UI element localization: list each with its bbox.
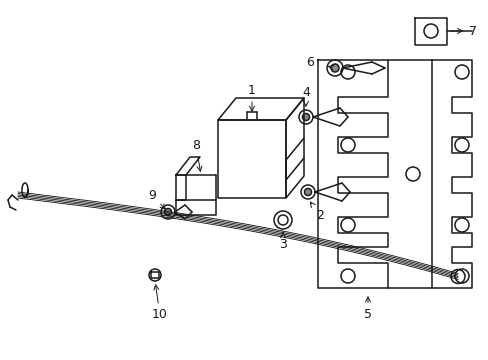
Circle shape [302, 113, 309, 121]
Circle shape [304, 189, 311, 195]
Text: 3: 3 [279, 232, 286, 251]
Text: 10: 10 [152, 285, 167, 321]
Text: 6: 6 [305, 55, 333, 70]
Text: 9: 9 [148, 189, 165, 209]
Text: 8: 8 [192, 139, 202, 171]
Text: 1: 1 [247, 84, 255, 111]
Text: 4: 4 [302, 86, 309, 106]
Text: 7: 7 [449, 24, 476, 37]
Text: 5: 5 [363, 297, 371, 321]
Circle shape [330, 64, 338, 72]
Circle shape [164, 208, 171, 216]
Text: 2: 2 [310, 202, 323, 221]
